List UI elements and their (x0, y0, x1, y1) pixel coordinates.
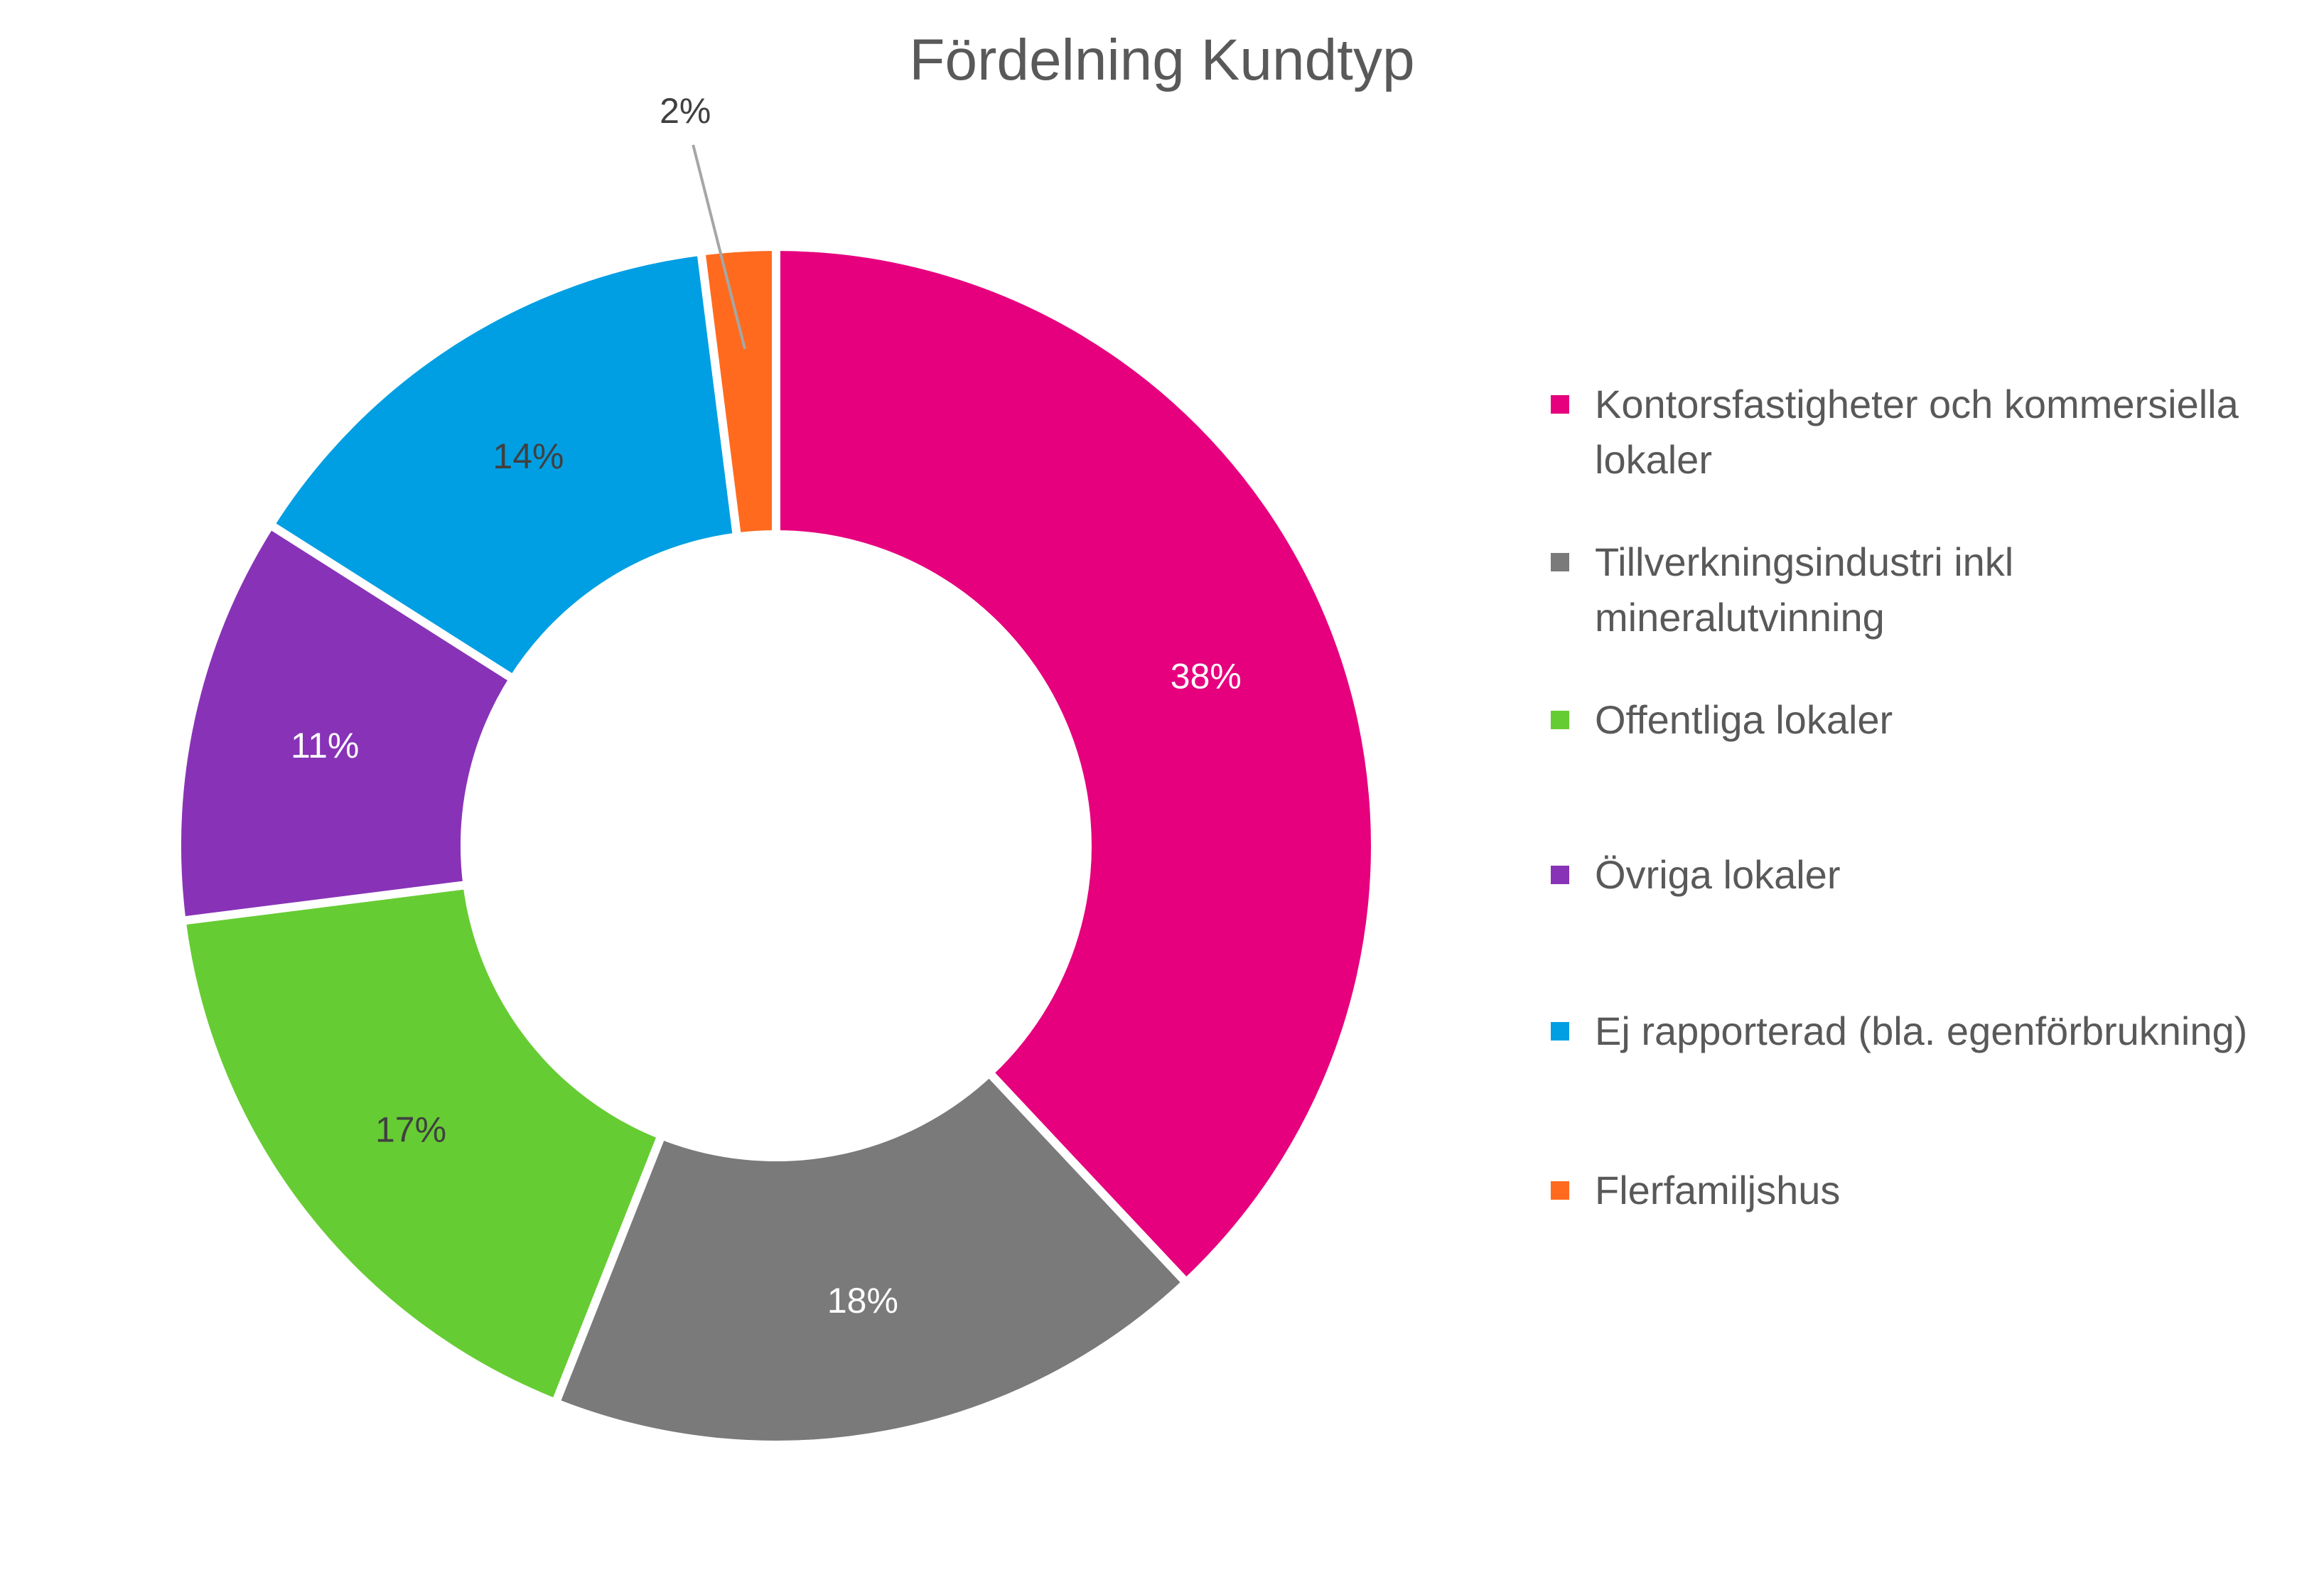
slice-label-0: 38% (1171, 657, 1242, 697)
slice-1 (549, 1066, 1193, 1449)
legend-swatch-4 (1551, 1022, 1569, 1041)
legend-label-2: Offentliga lokaler (1595, 697, 1893, 742)
slice-label-5: 2% (660, 91, 711, 131)
legend-label-4: Ej rapporterad (bla. egenförbrukning) (1595, 1009, 2248, 1053)
slice-0 (772, 242, 1379, 1289)
legend-label-0: Kontorsfastigheter och kommersiella loka… (1595, 382, 2239, 482)
slice-label-1: 18% (827, 1281, 898, 1321)
leader-line-5 (692, 144, 746, 350)
chart-title: Fördelning Kundtyp (909, 28, 1415, 92)
slice-label-4: 14% (493, 436, 564, 476)
slice-3 (173, 519, 520, 926)
slice-label-2: 17% (375, 1110, 446, 1150)
slice-2 (176, 880, 667, 1409)
legend-swatch-5 (1551, 1181, 1569, 1200)
legend-swatch-0 (1551, 395, 1569, 414)
donut-chart: 38% 18% 17% 11% 14% 2% (173, 90, 1379, 1449)
slice-4 (264, 246, 742, 685)
legend-label-1: Tillverkningsindustri inkl mineralutvinn… (1595, 539, 2014, 640)
chart-legend: Kontorsfastigheter och kommersiella loka… (1551, 0, 2318, 1570)
legend-label-5: Flerfamiljshus (1595, 1168, 1841, 1213)
legend-swatch-3 (1551, 866, 1569, 884)
slice-label-3: 11% (291, 726, 359, 765)
legend-swatch-1 (1551, 553, 1569, 571)
legend-swatch-2 (1551, 711, 1569, 729)
legend-label-3: Övriga lokaler (1595, 852, 1841, 897)
slice-5 (696, 242, 780, 542)
